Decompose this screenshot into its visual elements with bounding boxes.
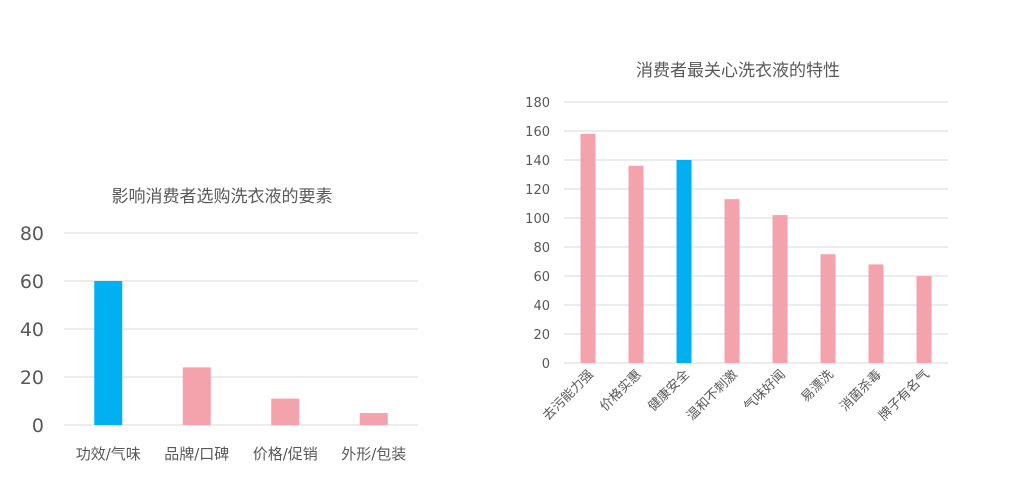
bar <box>271 398 300 425</box>
y-tick-label: 20 <box>20 367 44 389</box>
y-tick-label: 80 <box>533 241 550 256</box>
left-chart: 影响消费者选购洗衣液的要素 0 20 40 60 80 功效/气味 品牌/口碑 价格/促销 外… <box>20 187 418 463</box>
right-chart: 消费者最关心洗衣液的特性 0 20 40 60 80 100 120 140 160 180 去污… <box>525 61 948 424</box>
x-tick-label: 健康安全 <box>645 367 693 415</box>
y-tick-label: 0 <box>542 357 550 372</box>
x-tick-label: 消菌杀毒 <box>837 367 884 414</box>
left-bars <box>94 281 388 425</box>
bar <box>724 199 740 363</box>
y-tick-label: 20 <box>533 328 550 343</box>
bar <box>916 276 932 363</box>
bar <box>868 264 884 363</box>
right-gridlines <box>564 101 948 364</box>
y-tick-label: 140 <box>525 154 550 169</box>
y-tick-label: 160 <box>525 125 550 140</box>
x-tick-label: 品牌/口碑 <box>164 445 229 463</box>
y-tick-label: 0 <box>32 415 44 437</box>
y-tick-label: 180 <box>525 96 550 111</box>
y-tick-label: 80 <box>20 223 44 245</box>
x-tick-label: 去污能力强 <box>540 367 597 424</box>
bar <box>580 133 596 363</box>
bar <box>182 367 211 425</box>
x-tick-label: 温和不刺激 <box>684 367 741 424</box>
x-tick-label: 易漂洗 <box>798 367 837 406</box>
left-y-axis: 0 20 40 60 80 <box>20 223 44 437</box>
bar <box>676 160 692 363</box>
bar <box>359 413 388 425</box>
x-tick-label: 外形/包装 <box>341 445 406 463</box>
y-tick-label: 40 <box>20 319 44 341</box>
y-tick-label: 40 <box>533 299 550 314</box>
y-tick-label: 60 <box>533 270 550 285</box>
x-tick-label: 功效/气味 <box>76 445 141 463</box>
right-bars <box>580 133 932 363</box>
left-x-axis: 功效/气味 品牌/口碑 价格/促销 外形/包装 <box>76 445 407 463</box>
y-tick-label: 60 <box>20 271 44 293</box>
bar <box>772 215 788 363</box>
bar <box>820 254 836 363</box>
left-chart-title: 影响消费者选购洗衣液的要素 <box>112 187 333 207</box>
left-gridlines <box>64 232 418 426</box>
x-tick-label: 气味好闻 <box>741 367 789 415</box>
bar <box>628 165 644 363</box>
right-chart-title: 消费者最关心洗衣液的特性 <box>636 61 840 81</box>
x-tick-label: 价格/促销 <box>253 445 318 463</box>
right-y-axis: 0 20 40 60 80 100 120 140 160 180 <box>525 96 550 372</box>
y-tick-label: 100 <box>525 212 550 227</box>
y-tick-label: 120 <box>525 183 550 198</box>
x-tick-label: 牌子有名气 <box>876 367 933 424</box>
x-tick-label: 价格实惠 <box>597 367 645 415</box>
bar <box>94 281 123 425</box>
